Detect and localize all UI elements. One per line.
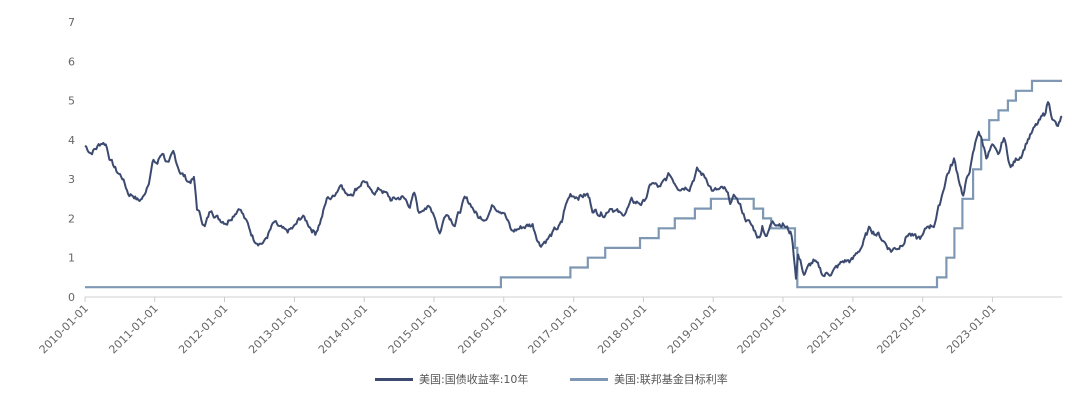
y-axis: 0 1 2 3 4 5 6 7: [68, 16, 75, 304]
x-tick-label: 2019-01-01: [665, 302, 719, 356]
y-tick-label: 4: [68, 134, 75, 147]
x-tick-label: 2013-01-01: [246, 302, 300, 356]
y-tick-label: 6: [68, 55, 75, 68]
plot-area: [84, 79, 1063, 289]
y-tick-label: 0: [68, 291, 75, 304]
y-tick-label: 2: [68, 212, 75, 225]
y-tick-label: 3: [68, 173, 75, 186]
x-tick-label: 2022-01-01: [874, 302, 928, 356]
x-tick-label: 2014-01-01: [316, 302, 370, 356]
legend-label-10y-yield: 美国:国债收益率:10年: [419, 373, 529, 386]
y-tick-label: 1: [68, 252, 75, 265]
x-tick-label: 2012-01-01: [176, 302, 230, 356]
series-line-fed-funds-rate: [85, 79, 1062, 289]
legend-swatch-10y-yield: [375, 377, 413, 381]
legend: 美国:国债收益率:10年 美国:联邦基金目标利率: [0, 371, 1080, 393]
x-tick-label: 2011-01-01: [106, 302, 160, 356]
x-tick-label: 2018-01-01: [595, 302, 649, 356]
legend-item-fed-funds: 美国:联邦基金目标利率: [570, 371, 728, 387]
series-line-10y-yield: [84, 101, 1063, 280]
x-tick-label: 2016-01-01: [455, 302, 509, 356]
legend-label-fed-funds: 美国:联邦基金目标利率: [614, 373, 728, 386]
legend-item-10y-yield: 美国:国债收益率:10年: [375, 371, 528, 387]
x-tick-label: 2023-01-01: [944, 302, 998, 356]
x-tick-label: 2021-01-01: [805, 302, 859, 356]
legend-swatch-fed-funds: [570, 377, 608, 381]
x-tick-label: 2020-01-01: [735, 302, 789, 356]
x-axis: 2010-01-01 2011-01-01 2012-01-01 2013-01-01…: [37, 297, 999, 356]
y-tick-label: 7: [68, 16, 75, 29]
x-tick-label: 2017-01-01: [525, 302, 579, 356]
x-tick-label: 2015-01-01: [386, 302, 440, 356]
x-tick-label: 2010-01-01: [37, 302, 91, 356]
y-tick-label: 5: [68, 95, 75, 108]
